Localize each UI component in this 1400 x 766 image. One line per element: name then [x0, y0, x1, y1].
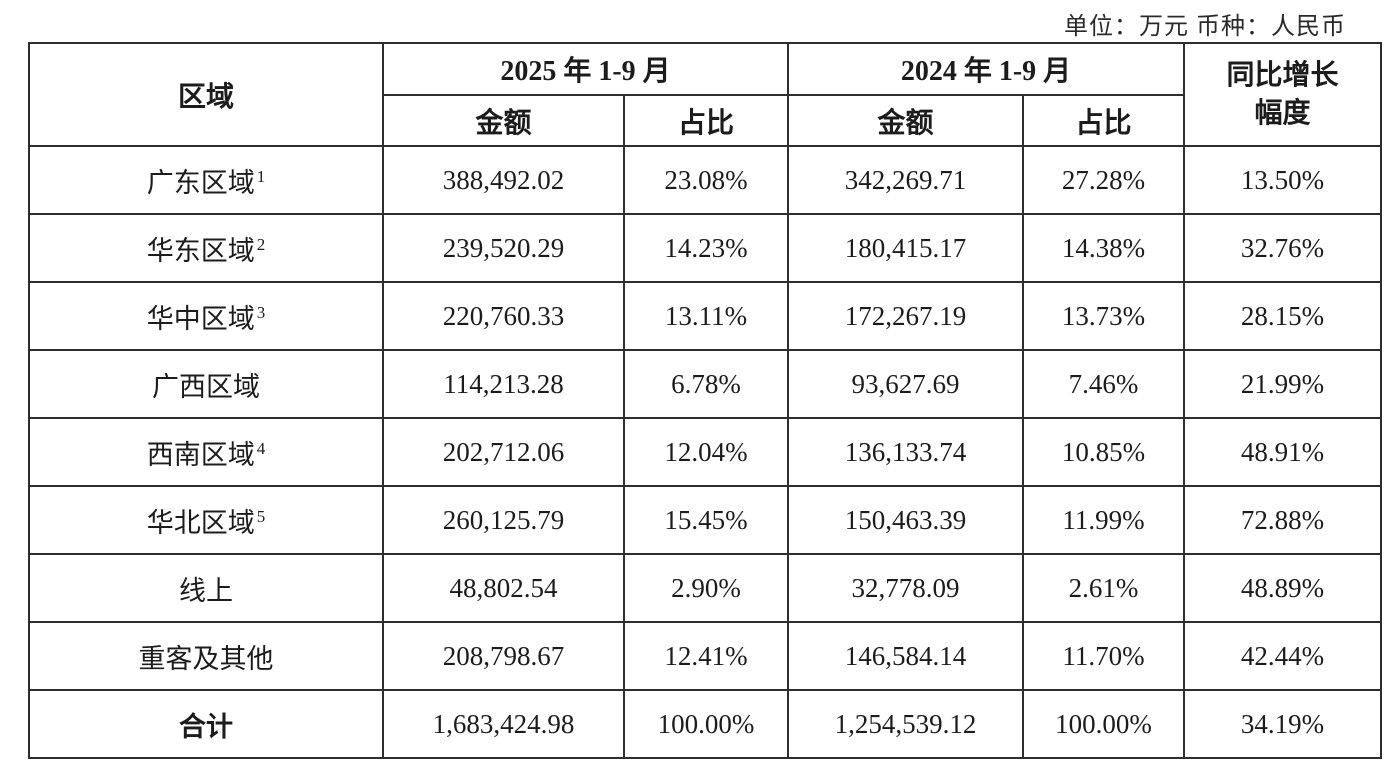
yoy-cell: 32.76%: [1183, 213, 1383, 283]
yoy-cell: 13.50%: [1183, 145, 1383, 215]
regional-revenue-table: 区域 2025 年 1-9 月 2024 年 1-9 月 同比增长 幅度 金额 …: [28, 42, 1383, 759]
share-2024-cell: 10.85%: [1022, 417, 1186, 487]
amount-2024-cell: 32,778.09: [787, 553, 1025, 623]
footnote-marker: 4: [256, 438, 266, 458]
share-2025-cell: 23.08%: [622, 145, 790, 215]
table-header: 区域 2025 年 1-9 月 2024 年 1-9 月 同比增长 幅度 金额 …: [28, 42, 1383, 147]
amount-2024-cell: 93,627.69: [787, 349, 1025, 419]
table-row: 华北区域 5 260,125.79 15.45% 150,463.39 11.99% 72.…: [28, 485, 1383, 555]
header-share-2024: 占比: [1022, 94, 1186, 147]
share-2025-cell: 12.04%: [622, 417, 790, 487]
unit-currency-label: 单位：万元 币种：人民币: [1064, 14, 1346, 40]
table-row: 西南区域 4 202,712.06 12.04% 136,133.74 10.85% 48.…: [28, 417, 1383, 487]
yoy-cell: 72.88%: [1183, 485, 1383, 555]
table-footer: 合计 1,683,424.98 100.00% 1,254,539.12 100…: [28, 689, 1383, 759]
header-yoy-line1: 同比增长: [1226, 59, 1339, 91]
share-2024-cell: 11.70%: [1022, 621, 1186, 691]
region-cell: 线上: [28, 553, 384, 623]
amount-2024-cell: 146,584.14: [787, 621, 1025, 691]
total-label-cell: 合计: [28, 689, 384, 759]
yoy-cell: 21.99%: [1183, 349, 1383, 419]
share-2025-cell: 14.23%: [622, 213, 790, 283]
region-cell: 西南区域 4: [28, 417, 384, 487]
table-row: 华东区域 2 239,520.29 14.23% 180,415.17 14.38% 32.…: [28, 213, 1383, 283]
share-2025-cell: 2.90%: [622, 553, 790, 623]
footnote-marker: 2: [256, 234, 266, 254]
yoy-cell: 42.44%: [1183, 621, 1383, 691]
amount-2025-cell: 114,213.28: [382, 349, 625, 419]
amount-2025-cell: 48,802.54: [382, 553, 625, 623]
header-region: 区域: [28, 42, 384, 147]
total-yoy-cell: 34.19%: [1183, 689, 1383, 759]
yoy-cell: 48.91%: [1183, 417, 1383, 487]
share-2024-cell: 2.61%: [1022, 553, 1186, 623]
share-2025-cell: 12.41%: [622, 621, 790, 691]
table-row: 广西区域 114,213.28 6.78% 93,627.69 7.46% 21.99%: [28, 349, 1383, 419]
amount-2024-cell: 150,463.39: [787, 485, 1025, 555]
header-share-2025: 占比: [622, 94, 790, 147]
header-row-measures: 金额 占比 金额 占比: [29, 94, 1381, 147]
header-amount-2025: 金额: [382, 94, 625, 147]
share-2024-cell: 7.46%: [1022, 349, 1186, 419]
share-2025-cell: 13.11%: [622, 281, 790, 351]
footnote-marker: 5: [256, 506, 266, 526]
region-cell: 广西区域: [28, 349, 384, 419]
amount-2025-cell: 388,492.02: [382, 145, 625, 215]
amount-2025-cell: 260,125.79: [382, 485, 625, 555]
header-period-2024: 2024 年 1-9 月: [787, 42, 1186, 96]
footnote-marker: 3: [256, 302, 266, 322]
amount-2025-cell: 202,712.06: [382, 417, 625, 487]
total-row: 合计 1,683,424.98 100.00% 1,254,539.12 100…: [28, 689, 1383, 759]
total-share-2024-cell: 100.00%: [1022, 689, 1186, 759]
table-row: 重客及其他 208,798.67 12.41% 146,584.14 11.70% 42.…: [28, 621, 1383, 691]
amount-2025-cell: 220,760.33: [382, 281, 625, 351]
region-cell: 华中区域 3: [28, 281, 384, 351]
share-2024-cell: 27.28%: [1022, 145, 1186, 215]
amount-2024-cell: 136,133.74: [787, 417, 1025, 487]
table-row: 线上 48,802.54 2.90% 32,778.09 2.61% 48.89%: [28, 553, 1383, 623]
table-row: 广东区域 1 388,492.02 23.08% 342,269.71 27.28% 13.…: [28, 145, 1383, 215]
region-cell: 华北区域 5: [28, 485, 384, 555]
amount-2025-cell: 239,520.29: [382, 213, 625, 283]
header-row-periods: 区域 2025 年 1-9 月 2024 年 1-9 月 同比增长 幅度: [28, 42, 1383, 147]
amount-2024-cell: 342,269.71: [787, 145, 1025, 215]
amount-2025-cell: 208,798.67: [382, 621, 625, 691]
yoy-cell: 48.89%: [1183, 553, 1383, 623]
amount-2024-cell: 172,267.19: [787, 281, 1025, 351]
header-yoy-line2: 幅度: [1254, 97, 1311, 129]
header-yoy-growth: 同比增长 幅度: [1183, 42, 1383, 147]
amount-2024-cell: 180,415.17: [787, 213, 1025, 283]
total-amount-2025-cell: 1,683,424.98: [382, 689, 625, 759]
share-2025-cell: 6.78%: [622, 349, 790, 419]
share-2025-cell: 15.45%: [622, 485, 790, 555]
region-cell: 华东区域 2: [28, 213, 384, 283]
share-2024-cell: 14.38%: [1022, 213, 1186, 283]
share-2024-cell: 13.73%: [1022, 281, 1186, 351]
total-amount-2024-cell: 1,254,539.12: [787, 689, 1025, 759]
share-2024-cell: 11.99%: [1022, 485, 1186, 555]
table-body: 广东区域 1 388,492.02 23.08% 342,269.71 27.28% 13.…: [28, 145, 1383, 691]
yoy-cell: 28.15%: [1183, 281, 1383, 351]
header-amount-2024: 金额: [787, 94, 1025, 147]
footnote-marker: 1: [256, 166, 266, 186]
table-row: 华中区域 3 220,760.33 13.11% 172,267.19 13.73% 28.…: [28, 281, 1383, 351]
header-period-2025: 2025 年 1-9 月: [381, 42, 790, 96]
region-cell: 重客及其他: [28, 621, 384, 691]
total-share-2025-cell: 100.00%: [622, 689, 790, 759]
region-cell: 广东区域 1: [28, 145, 384, 215]
